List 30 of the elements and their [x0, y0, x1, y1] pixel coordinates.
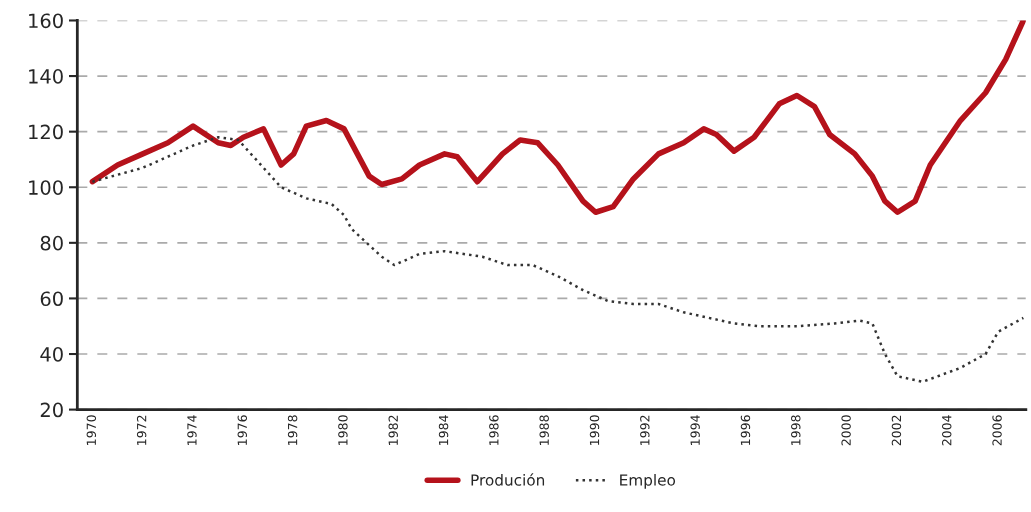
y-tick-label: 60 — [40, 291, 63, 307]
y-tick-label: 140 — [29, 69, 63, 84]
x-tick-label: 2000 — [841, 415, 851, 446]
y-tick-label: 120 — [29, 124, 63, 140]
y-tick-label: 100 — [29, 180, 63, 195]
legend-label: Empleo — [620, 473, 676, 489]
line-series — [91, 135, 1025, 384]
x-tick-label: 1988 — [539, 415, 549, 445]
y-tick-label: 160 — [29, 13, 63, 29]
x-tick-label: 1976 — [237, 415, 248, 445]
y-tick-label: 80 — [40, 235, 63, 251]
x-tick-label: 2002 — [891, 415, 902, 446]
legend-label: Produción — [471, 473, 545, 486]
x-tick-label: 1980 — [338, 415, 348, 445]
x-tick-label: 1984 — [438, 415, 449, 445]
x-tick-label: 1990 — [589, 415, 600, 445]
x-tick-label: 2004 — [942, 415, 952, 446]
x-tick-label: 1974 — [187, 415, 197, 445]
x-tick-label: 1986 — [489, 415, 499, 445]
x-tick-label: 1972 — [136, 415, 147, 445]
y-tick-label: 40 — [40, 346, 63, 362]
x-tick-label: 1994 — [690, 415, 700, 445]
x-tick-label: 1982 — [388, 415, 398, 445]
x-tick-label: 1996 — [740, 415, 751, 445]
x-tick-label: 1998 — [791, 415, 801, 445]
x-tick-label: 2006 — [992, 415, 1002, 446]
x-tick-label: 1978 — [287, 415, 298, 445]
y-tick-label: 20 — [40, 402, 63, 418]
x-tick-label: 1970 — [86, 415, 97, 445]
x-tick-label: 1992 — [640, 415, 650, 445]
